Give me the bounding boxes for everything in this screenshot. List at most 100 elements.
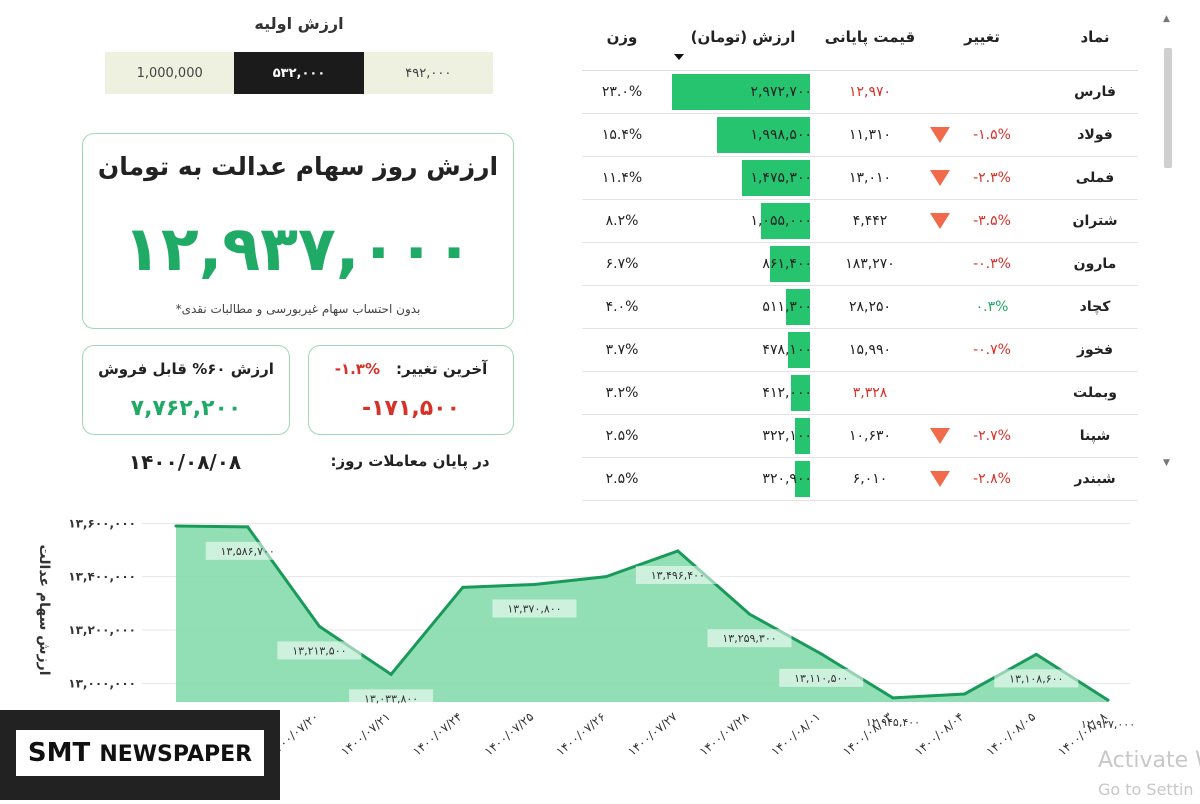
row-change: -۲.۳% — [973, 170, 1011, 186]
data-label-bg — [707, 629, 792, 648]
table-row[interactable]: وبملت ۳,۳۲۸ ۴۱۲,۰۰۰ ۳.۲% — [582, 372, 1138, 415]
table-scrollbar[interactable]: ▲ ▼ — [1160, 12, 1176, 472]
row-value-bar — [786, 289, 810, 325]
row-symbol: وبملت — [1073, 385, 1117, 401]
row-weight: ۸.۲% — [605, 213, 639, 229]
table-row[interactable]: فولاد -۱.۵% ۱۱,۳۱۰ ۱,۹۹۸,۵۰۰ ۱۵.۴% — [582, 114, 1138, 157]
row-symbol: شتران — [1072, 213, 1118, 229]
row-value: ۵۱۱,۳۰۰ — [762, 299, 812, 315]
down-triangle-icon — [930, 428, 950, 444]
data-label-bg — [850, 712, 935, 731]
stocks-table: نماد تغییر قیمت پایانی ارزش (تومان) وزن … — [582, 12, 1138, 501]
row-weight: ۲.۵% — [605, 471, 639, 487]
data-label-bg — [205, 541, 290, 560]
x-tick-label: ۱۴۰۰/۰۷/۲۸ — [697, 709, 752, 758]
main-value-card: ارزش روز سهام عدالت به تومان ۱۲,۹۳۷,۰۰۰ … — [82, 133, 514, 329]
data-label-bg — [277, 641, 362, 660]
last-change-amount: -۱۷۱,۵۰۰ — [361, 396, 461, 421]
y-axis-label: ارزش سهام عدالت — [36, 544, 52, 675]
table-row[interactable]: شپنا -۲.۷% ۱۰,۶۳۰ ۳۲۲,۱۰۰ ۲.۵% — [582, 415, 1138, 458]
data-label: ۱۲,۹۴۵,۴۰۰ — [866, 716, 920, 729]
row-symbol: شبندر — [1074, 471, 1116, 487]
row-weight: ۱۵.۴% — [601, 127, 643, 143]
row-change: -۳.۵% — [973, 213, 1011, 229]
data-point — [1034, 652, 1038, 656]
down-triangle-icon — [930, 170, 950, 186]
header-final-price[interactable]: قیمت پایانی — [824, 28, 916, 46]
down-triangle-icon — [930, 471, 950, 487]
data-point — [819, 652, 823, 656]
row-value: ۱,۴۷۵,۳۰۰ — [750, 170, 812, 186]
row-value: ۸۶۱,۴۰۰ — [762, 256, 812, 272]
data-point — [676, 549, 680, 553]
row-change: -۲.۸% — [973, 471, 1011, 487]
data-label: ۱۳,۴۹۶,۴۰۰ — [651, 569, 705, 582]
initial-value-option-492000[interactable]: ۴۹۲,۰۰۰ — [363, 52, 493, 94]
data-label-bg — [349, 689, 434, 708]
data-label-bg — [492, 599, 577, 618]
row-value-bar — [787, 332, 810, 368]
trading-end-date: ۱۴۰۰/۰۸/۰۸ — [128, 450, 242, 474]
row-value: ۴۷۸,۱۰۰ — [762, 342, 812, 358]
row-final-price: ۱۱,۳۱۰ — [848, 127, 892, 143]
row-value: ۲,۹۷۲,۷۰۰ — [750, 84, 812, 100]
initial-value-selector: 1,000,000 ۵۳۲,۰۰۰ ۴۹۲,۰۰۰ — [105, 52, 493, 94]
data-label: ۱۳,۰۳۳,۸۰۰ — [364, 692, 418, 705]
row-final-price: ۱۲,۹۷۰ — [848, 84, 892, 100]
row-symbol: کچاد — [1079, 299, 1111, 315]
down-triangle-icon — [930, 127, 950, 143]
header-symbol[interactable]: نماد — [1080, 28, 1110, 46]
table-row[interactable]: شتران -۳.۵% ۴,۴۴۲ ۱,۰۵۵,۰۰۰ ۸.۲% — [582, 200, 1138, 243]
table-row[interactable]: کچاد ۰.۳% ۲۸,۲۵۰ ۵۱۱,۳۰۰ ۴.۰% — [582, 286, 1138, 329]
x-tick-label: ۱۴۰۰/۰۷/۲۱ — [338, 710, 393, 759]
row-weight: ۱۱.۴% — [601, 170, 643, 186]
row-weight: ۳.۷% — [605, 342, 639, 358]
row-value-bar — [770, 246, 810, 282]
row-value-bar — [790, 375, 810, 411]
row-value-bar — [717, 117, 810, 153]
data-point — [748, 612, 752, 616]
brand-suffix: NEWSPAPER — [99, 742, 253, 767]
sellable-value-amount: ۷,۷۶۲,۲۰۰ — [130, 396, 242, 421]
table-row[interactable]: مارون -۰.۳% ۱۸۳,۲۷۰ ۸۶۱,۴۰۰ ۶.۷% — [582, 243, 1138, 286]
row-final-price: ۱۸۳,۲۷۰ — [845, 256, 895, 272]
table-row[interactable]: فملی -۲.۳% ۱۳,۰۱۰ ۱,۴۷۵,۳۰۰ ۱۱.۴% — [582, 157, 1138, 200]
scroll-down-icon[interactable]: ▼ — [1163, 458, 1170, 468]
data-point — [604, 575, 608, 579]
table-row[interactable]: فارس ۱۲,۹۷۰ ۲,۹۷۲,۷۰۰ ۲۳.۰% — [582, 71, 1138, 114]
data-point — [246, 525, 250, 529]
scroll-up-icon[interactable]: ▲ — [1163, 14, 1170, 24]
data-point — [389, 672, 393, 676]
row-change — [962, 372, 1022, 414]
row-symbol: فارس — [1074, 84, 1116, 100]
y-tick-label: ۱۳,۴۰۰,۰۰۰ — [68, 570, 136, 584]
header-weight[interactable]: وزن — [606, 28, 638, 46]
data-point — [317, 624, 321, 628]
y-tick-label: ۱۳,۲۰۰,۰۰۰ — [68, 623, 136, 637]
row-change: ۰.۳% — [975, 299, 1009, 315]
initial-value-option-532000[interactable]: ۵۳۲,۰۰۰ — [234, 52, 364, 94]
y-tick-label: ۱۳,۶۰۰,۰۰۰ — [68, 516, 136, 530]
header-value[interactable]: ارزش (تومان) — [690, 28, 796, 46]
x-tick-label: ۱۴۰۰/۰۷/۲۷ — [625, 709, 680, 758]
activate-watermark-settings: Go to Settin — [1098, 780, 1194, 799]
data-point — [174, 524, 178, 528]
row-value-bar — [672, 74, 810, 110]
table-row[interactable]: شبندر -۲.۸% ۶,۰۱۰ ۳۲۰,۹۰۰ ۲.۵% — [582, 458, 1138, 501]
data-label: ۱۳,۲۵۹,۳۰۰ — [722, 632, 776, 645]
area-fill — [176, 526, 1108, 702]
scrollbar-thumb[interactable] — [1164, 48, 1172, 168]
row-final-price: ۲۸,۲۵۰ — [848, 299, 892, 315]
row-value-bar — [795, 418, 810, 454]
data-label: ۱۳,۱۱۰,۵۰۰ — [794, 672, 848, 685]
row-change: -۱.۵% — [973, 127, 1011, 143]
brand-name: SMT — [27, 738, 91, 768]
row-final-price: ۱۳,۰۱۰ — [848, 170, 892, 186]
table-row[interactable]: فخوز -۰.۷% ۱۵,۹۹۰ ۴۷۸,۱۰۰ ۳.۷% — [582, 329, 1138, 372]
row-final-price: ۱۰,۶۳۰ — [848, 428, 892, 444]
row-weight: ۳.۲% — [605, 385, 639, 401]
initial-value-option-1000000[interactable]: 1,000,000 — [105, 52, 235, 94]
row-symbol: فولاد — [1077, 127, 1113, 143]
x-tick-label: ۱۴۰۰/۰۷/۲۵ — [482, 710, 537, 759]
header-change[interactable]: تغییر — [964, 28, 1000, 46]
